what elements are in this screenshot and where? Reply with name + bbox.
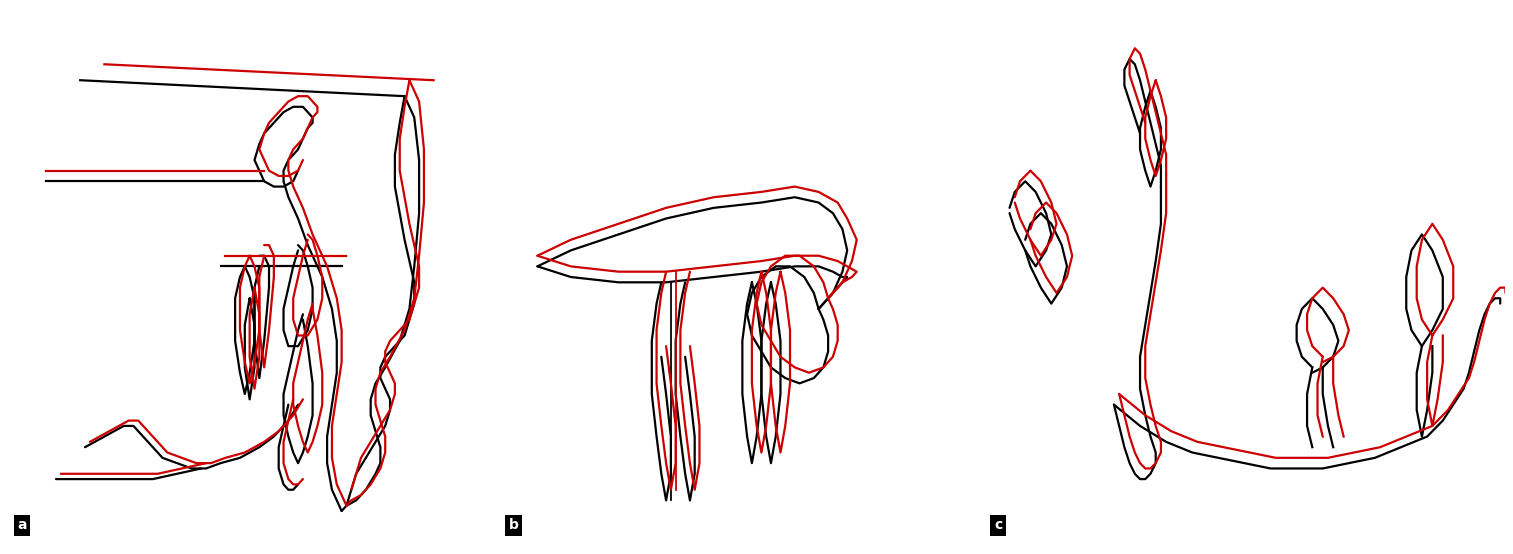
Text: c: c (994, 519, 1002, 532)
Text: a: a (17, 519, 27, 532)
Text: b: b (508, 519, 519, 532)
